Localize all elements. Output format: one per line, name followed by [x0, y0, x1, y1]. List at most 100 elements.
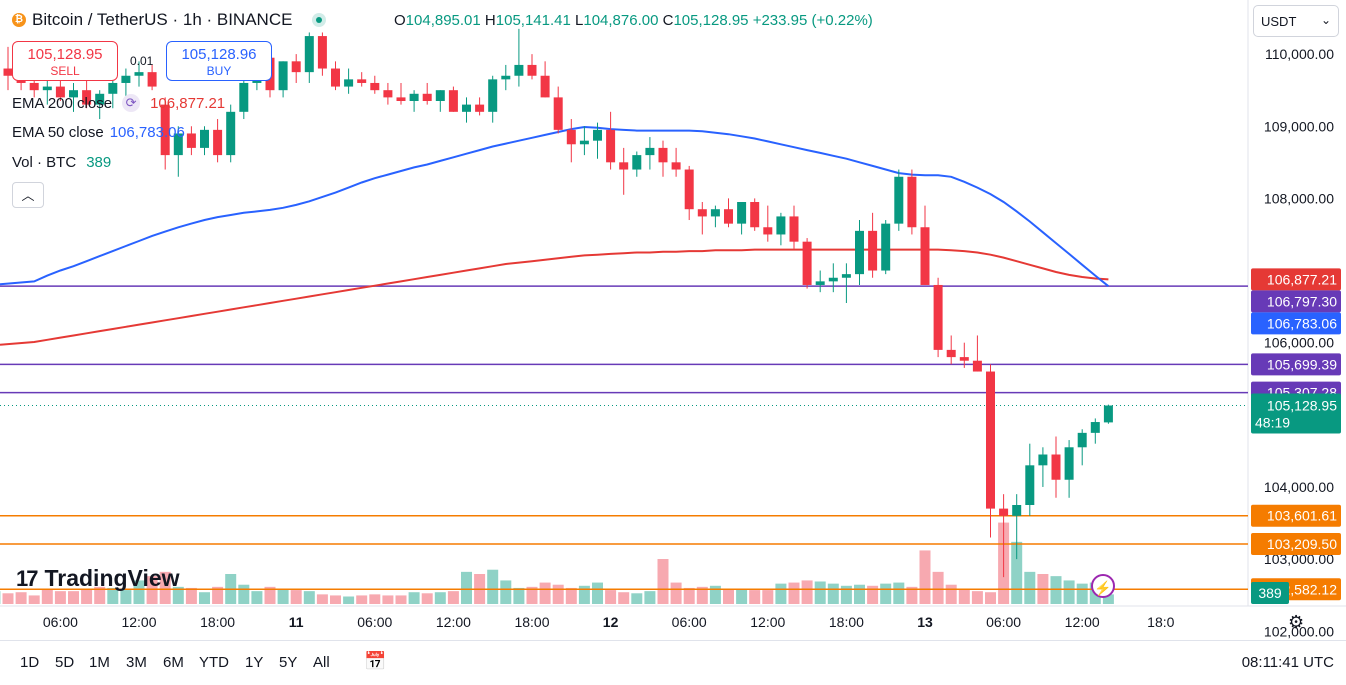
time-tick-label: 12:00 [750, 614, 785, 630]
candle-body [449, 90, 458, 112]
volume-bar [120, 590, 131, 604]
ohlc-high: 105,141.41 [496, 12, 571, 29]
candle-body [292, 61, 301, 72]
volume-bar [880, 584, 891, 604]
range-button-1m[interactable]: 1M [89, 654, 110, 671]
volume-bar [920, 550, 931, 604]
symbol-title[interactable]: ₿ Bitcoin / TetherUS · 1h · BINANCE [12, 10, 326, 30]
bottom-toolbar: 1D 5D 1M 3M 6M YTD 1Y 5Y All 📅 08:11:41 … [0, 640, 1346, 685]
range-button-all[interactable]: All [313, 654, 330, 671]
volume-bar [553, 585, 564, 604]
lightning-icon[interactable]: ⚡ [1091, 574, 1115, 598]
candle-body [331, 69, 340, 87]
candle-body [619, 162, 628, 169]
volume-bar [29, 595, 40, 604]
volume-bar [540, 583, 551, 604]
candle-body [226, 112, 235, 155]
volume-bar [933, 572, 944, 604]
volume-bar [1024, 572, 1035, 604]
candle-body [397, 97, 406, 101]
candle-body [528, 65, 537, 76]
candle-body [383, 90, 392, 97]
buy-button[interactable]: 105,128.96 BUY [166, 41, 272, 81]
candle-body [698, 209, 707, 216]
tradingview-logo-text: TradingView [44, 565, 179, 592]
time-tick-label: 11 [289, 614, 304, 630]
volume-bar [828, 584, 839, 604]
market-open-icon [312, 13, 326, 27]
collapse-legend-button[interactable]: ︿ [12, 182, 44, 208]
candle-body [200, 130, 209, 148]
time-tick-label: 06:00 [986, 614, 1021, 630]
candle-body [934, 285, 943, 350]
time-tick-label: 18:0 [1147, 614, 1174, 630]
gear-icon[interactable]: ⚙ [1288, 612, 1304, 633]
utc-clock[interactable]: 08:11:41 UTC [1242, 654, 1334, 671]
range-button-3m[interactable]: 3M [126, 654, 147, 671]
range-button-5y[interactable]: 5Y [279, 654, 297, 671]
volume-bar [972, 591, 983, 604]
time-tick-label: 18:00 [829, 614, 864, 630]
time-tick-label: 06:00 [43, 614, 78, 630]
volume-bar [317, 594, 328, 604]
volume-bar [893, 583, 904, 604]
volume-bar [238, 585, 249, 604]
range-button-6m[interactable]: 6M [163, 654, 184, 671]
candle-body [567, 130, 576, 144]
ema50-value: 106,783.06 [110, 124, 185, 141]
ohlc-high-label: H [485, 12, 496, 29]
ema200-legend[interactable]: EMA 200 close ⟳ 106,877.21 [12, 94, 225, 112]
price-tick-label: 104,000.00 [1264, 479, 1334, 495]
volume-bar [985, 592, 996, 604]
price-tag-label: 106,797.30 [1267, 293, 1337, 309]
range-button-1y[interactable]: 1Y [245, 654, 263, 671]
volume-bar [815, 582, 826, 605]
candle-body [1038, 455, 1047, 466]
candle-body [318, 36, 327, 68]
candle-body [763, 227, 772, 234]
candle-body [1078, 433, 1087, 447]
volume-bar [448, 591, 459, 604]
candle-body [239, 83, 248, 112]
volume-bar [500, 580, 511, 604]
ohlc-close-label: C [663, 12, 674, 29]
range-button-5d[interactable]: 5D [55, 654, 74, 671]
volume-bar [435, 592, 446, 604]
volume-bar [802, 580, 813, 604]
calendar-goto-icon[interactable]: 📅 [364, 651, 386, 672]
candle-body [488, 79, 497, 111]
range-button-ytd[interactable]: YTD [199, 654, 229, 671]
ema50-legend[interactable]: EMA 50 close 106,783.06 [12, 124, 185, 141]
candle-body [855, 231, 864, 274]
tradingview-logo[interactable]: 17 TradingView [16, 565, 180, 592]
ema200-label: EMA 200 close [12, 95, 112, 112]
candle-body [803, 242, 812, 285]
ema50-label: EMA 50 close [12, 124, 104, 141]
volume-bar [278, 589, 289, 604]
volume-bar [422, 593, 433, 604]
candle-body [842, 274, 851, 278]
time-tick-label: 18:00 [200, 614, 235, 630]
current-price-label: 105,128.95 [1267, 398, 1337, 414]
currency-select[interactable]: USDT ⌄ [1253, 5, 1339, 37]
range-button-1d[interactable]: 1D [20, 654, 39, 671]
candle-body [148, 72, 157, 86]
candle-body [973, 361, 982, 372]
volume-bar [356, 595, 367, 604]
currency-selected: USDT [1261, 14, 1296, 29]
candle-body [423, 94, 432, 101]
volume-legend[interactable]: Vol · BTC 389 [12, 154, 111, 171]
ohlc-open: 104,895.01 [406, 12, 481, 29]
sell-button[interactable]: 105,128.95 SELL [12, 41, 118, 81]
volume-bar [396, 595, 407, 604]
symbol-title-text: Bitcoin / TetherUS · 1h · BINANCE [32, 10, 292, 30]
volume-bar [723, 589, 734, 604]
price-tag-label: 105,699.39 [1267, 356, 1337, 372]
candle-body [921, 227, 930, 285]
volume-bar [382, 595, 393, 604]
price-tag-label: 106,783.06 [1267, 315, 1337, 331]
candle-body [894, 177, 903, 224]
time-tick-label: 12 [603, 614, 619, 630]
candle-body [881, 224, 890, 271]
volume-bar [343, 597, 354, 605]
